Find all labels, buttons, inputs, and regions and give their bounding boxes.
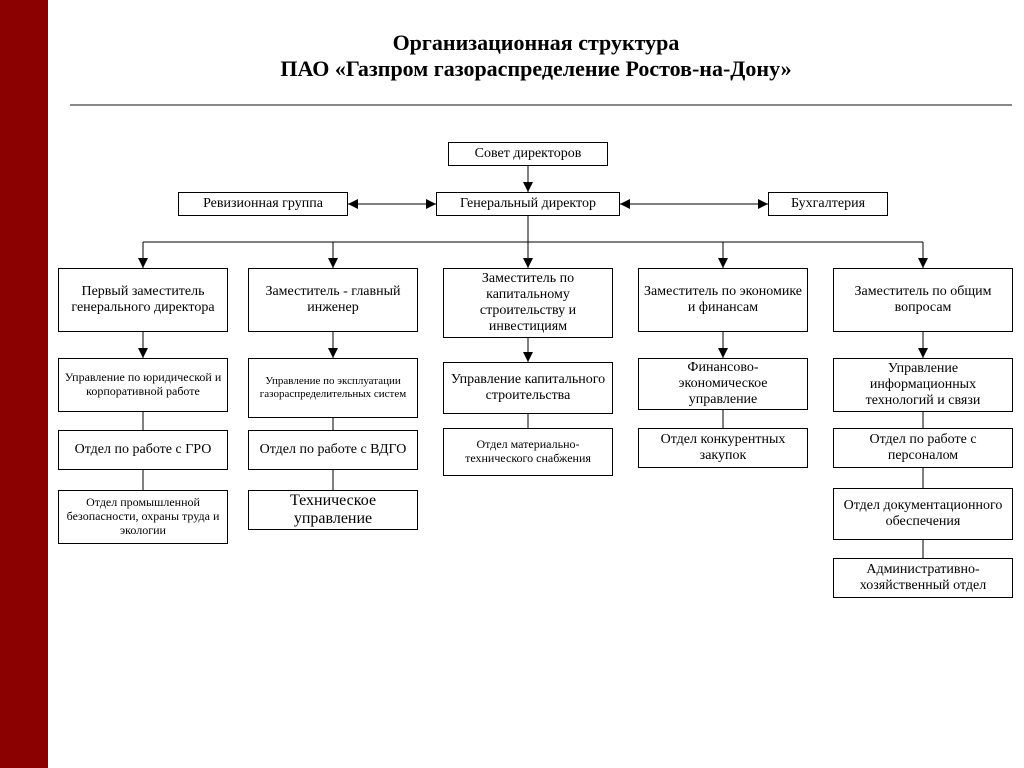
org-node-d3b: Отдел материально-технического снабжения [443,428,613,476]
org-node-d4b: Отдел конкурентных закупок [638,428,808,468]
org-node-dep3: Заместитель по капитальному строительств… [443,268,613,338]
org-node-d2b: Отдел по работе с ВДГО [248,430,418,470]
org-node-board: Совет директоров [448,142,608,166]
org-node-d1b: Отдел по работе с ГРО [58,430,228,470]
org-node-d4a: Финансово-экономическое управление [638,358,808,410]
org-node-revision: Ревизионная группа [178,192,348,216]
org-node-dep2: Заместитель - главный инженер [248,268,418,332]
org-node-d5b: Отдел по работе с персоналом [833,428,1013,468]
title-line-2: ПАО «Газпром газораспределение Ростов-на… [280,56,791,81]
org-node-d1a: Управление по юридической и корпоративно… [58,358,228,412]
org-node-dep1: Первый заместитель генерального директор… [58,268,228,332]
org-node-gendir: Генеральный директор [436,192,620,216]
org-node-d5a: Управление информационных технологий и с… [833,358,1013,412]
org-node-d2c: Техническое управление [248,490,418,530]
slide-sidebar [0,0,48,768]
org-node-d2a: Управление по эксплуатации газораспредел… [248,358,418,418]
org-node-accounting: Бухгалтерия [768,192,888,216]
slide-title: Организационная структура ПАО «Газпром г… [48,30,1024,83]
org-node-dep4: Заместитель по экономике и финансам [638,268,808,332]
org-chart: Совет директоров Генеральный директор Реви… [48,130,1024,750]
org-node-d5c: Отдел документационного обеспечения [833,488,1013,540]
title-underline [70,104,1012,106]
org-node-d1c: Отдел промышленной безопасности, охраны … [58,490,228,544]
org-node-dep5: Заместитель по общим вопросам [833,268,1013,332]
org-node-d3a: Управление капитального строительства [443,362,613,414]
title-line-1: Организационная структура [393,30,680,55]
org-node-d5d: Административно-хозяйственный отдел [833,558,1013,598]
